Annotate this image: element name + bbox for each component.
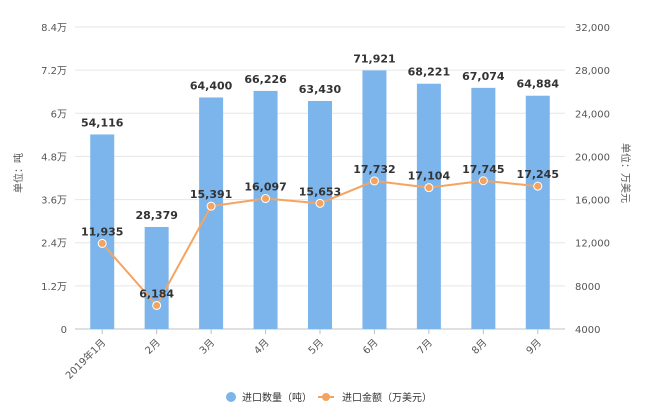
bar-data-label: 54,116: [81, 116, 124, 129]
bar: [253, 90, 278, 329]
line-point: [97, 238, 107, 248]
bar-data-label: 63,430: [299, 83, 342, 96]
line-point: [424, 183, 434, 193]
bar: [199, 97, 224, 329]
bar-data-label: 71,921: [353, 52, 395, 65]
line-data-label: 17,732: [353, 163, 395, 176]
line-point: [369, 176, 379, 186]
x-axis-tick-label: 4月: [252, 337, 272, 357]
bar-data-label: 67,074: [462, 70, 505, 83]
line-data-label: 17,745: [462, 163, 504, 176]
x-axis-tick-label: 2019年1月: [63, 336, 109, 382]
left-axis-tick-label: 2.4万: [41, 239, 67, 250]
bar-data-label: 28,379: [135, 209, 177, 222]
left-axis-tick-label: 3.6万: [41, 196, 67, 207]
bar-data-label: 64,400: [190, 79, 233, 92]
line-point: [315, 198, 325, 208]
x-axis-tick-label: 9月: [524, 337, 544, 357]
line-data-label: 16,097: [244, 181, 286, 194]
legend-bar-label: 进口数量（吨）: [242, 391, 312, 404]
line-data-label: 11,935: [81, 225, 123, 238]
line-data-label: 15,653: [299, 185, 341, 198]
right-axis-tick-label: 32,000: [575, 23, 610, 34]
x-axis-tick-label: 2月: [143, 337, 163, 357]
x-axis-tick-label: 5月: [306, 337, 326, 357]
bar: [90, 134, 115, 329]
left-axis-tick-label: 4.8万: [41, 152, 67, 163]
line-data-label: 6,184: [139, 287, 174, 300]
x-axis-tick-label: 3月: [197, 337, 217, 357]
left-axis-tick-label: 8.4万: [41, 23, 67, 34]
right-axis-tick-label: 12,000: [575, 239, 610, 250]
right-axis-tick-label: 8000: [575, 282, 600, 293]
line-point: [261, 194, 271, 204]
left-axis-tick-label: 1.2万: [41, 282, 67, 293]
right-axis-tick-label: 20,000: [575, 152, 610, 163]
bar: [471, 87, 496, 329]
left-axis-tick-label: 0: [61, 325, 67, 336]
right-axis-tick-label: 28,000: [575, 66, 610, 77]
right-axis-tick-label: 24,000: [575, 109, 610, 120]
right-axis-title: 单位：万美元: [619, 143, 632, 203]
bar: [308, 100, 332, 330]
line-data-label: 17,104: [408, 170, 451, 183]
x-axis-tick-label: 6月: [361, 337, 381, 357]
x-axis-tick-label: 7月: [415, 337, 435, 357]
left-axis-tick-label: 7.2万: [41, 66, 67, 77]
bar: [525, 95, 550, 330]
right-axis-tick-label: 4000: [575, 325, 600, 336]
legend-line-label: 进口金额（万美元）: [342, 391, 432, 404]
line-data-label: 17,245: [517, 168, 559, 181]
bar: [362, 70, 387, 329]
right-axis-tick-label: 16,000: [575, 196, 610, 207]
bar: [416, 83, 441, 329]
line-point: [152, 300, 162, 310]
x-axis-tick-label: 8月: [469, 337, 489, 357]
bar-data-label: 68,221: [408, 66, 450, 79]
line-point: [206, 201, 216, 211]
bar: [144, 226, 169, 329]
legend-bar-swatch: [226, 392, 236, 402]
left-axis-tick-label: 6万: [51, 109, 67, 120]
left-axis-title: 单位：吨: [12, 153, 25, 193]
line-point: [478, 176, 488, 186]
legend-line-marker: [322, 393, 330, 401]
bar-data-label: 64,884: [517, 78, 560, 91]
line-point: [533, 181, 543, 191]
bar-data-label: 66,226: [244, 73, 287, 86]
line-data-label: 15,391: [190, 188, 232, 201]
